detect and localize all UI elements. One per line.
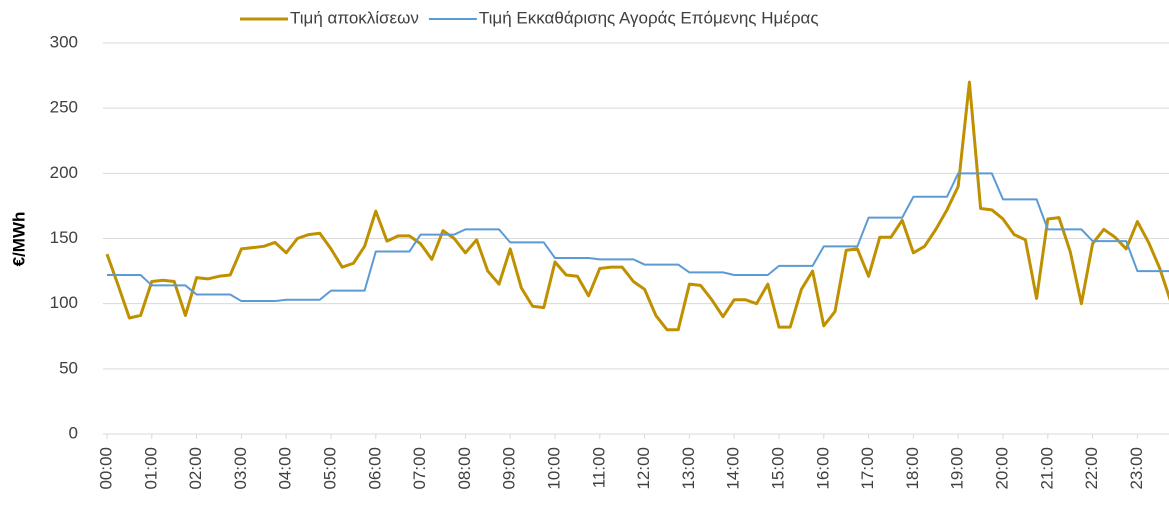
x-tick-label: 01:00 [141, 447, 160, 490]
x-tick-label: 00:00 [96, 447, 115, 490]
x-tick-label: 09:00 [500, 447, 519, 490]
x-tick-label: 06:00 [365, 447, 384, 490]
y-tick-label: 100 [50, 293, 78, 312]
x-tick-label: 23:00 [1127, 447, 1146, 490]
x-tick-label: 05:00 [320, 447, 339, 490]
y-axis-label: €/MWh [9, 212, 28, 267]
x-tick-label: 03:00 [231, 447, 250, 490]
series-line [107, 172, 1169, 303]
x-tick-label: 21:00 [1037, 447, 1056, 490]
y-tick-label: 150 [50, 228, 78, 247]
x-tick-label: 13:00 [679, 447, 698, 490]
y-tick-label: 0 [69, 423, 78, 442]
x-tick-label: 04:00 [276, 447, 295, 490]
x-tick-label: 12:00 [634, 447, 653, 490]
legend-label: Τιμή αποκλίσεων [290, 8, 419, 27]
y-tick-label: 250 [50, 98, 78, 117]
y-tick-label: 300 [50, 32, 78, 51]
x-tick-label: 17:00 [858, 447, 877, 490]
x-tick-label: 02:00 [186, 447, 205, 490]
x-tick-label: 08:00 [455, 447, 474, 490]
x-tick-label: 22:00 [1082, 447, 1101, 490]
x-tick-label: 10:00 [544, 447, 563, 490]
x-tick-label: 19:00 [948, 447, 967, 490]
x-tick-label: 15:00 [768, 447, 787, 490]
x-tick-label: 14:00 [724, 447, 743, 490]
x-tick-label: 11:00 [589, 447, 608, 488]
x-tick-label: 20:00 [992, 447, 1011, 490]
x-tick-label: 16:00 [813, 447, 832, 490]
x-tick-label: 07:00 [410, 447, 429, 490]
legend-label: Τιμή Εκκαθάρισης Αγοράς Επόμενης Ημέρας [479, 8, 819, 27]
series-line [105, 80, 1169, 332]
y-tick-label: 200 [50, 163, 78, 182]
x-tick-label: 18:00 [903, 447, 922, 490]
y-tick-label: 50 [59, 358, 78, 377]
